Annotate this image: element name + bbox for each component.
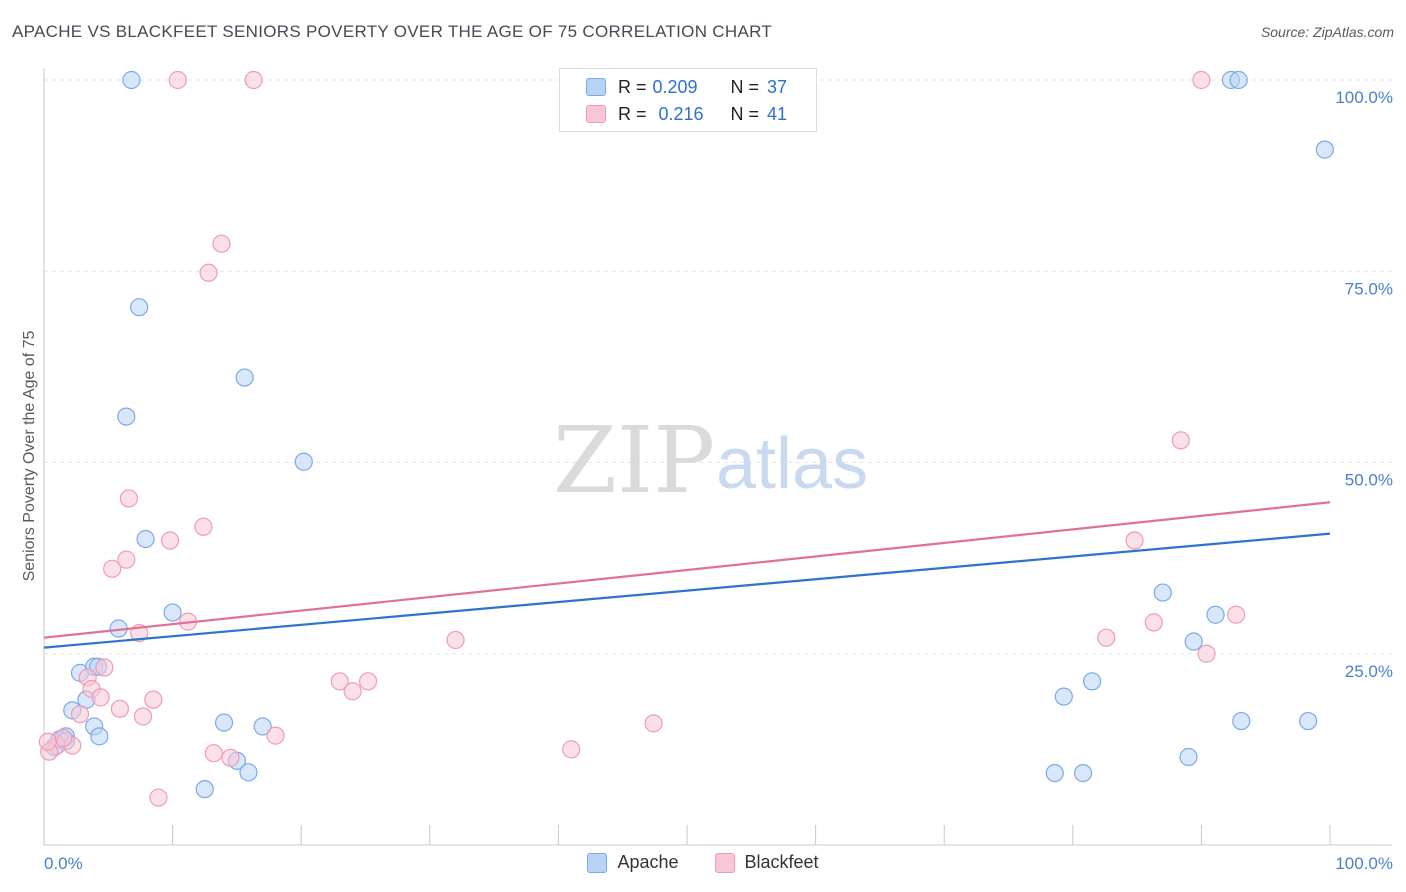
blackfeet-point (266, 726, 285, 745)
legend-label-blackfeet: Blackfeet (744, 852, 819, 872)
blackfeet-point (1192, 70, 1211, 90)
chart-title: APACHE VS BLACKFEET SENIORS POVERTY OVER… (12, 22, 773, 41)
points (38, 70, 1334, 807)
apache-point (195, 780, 214, 799)
r-label: R = (618, 103, 647, 124)
blackfeet-point (199, 263, 218, 282)
y-tick-label: 50.0% (1345, 471, 1393, 490)
r-value: 0.209 (652, 76, 698, 97)
apache-point (214, 713, 234, 732)
apache-point (1229, 70, 1248, 90)
stats-legend: R = 0.209 N = 37 R = 0.216 N = 41 (559, 68, 817, 132)
n-value: 37 (767, 76, 788, 97)
apache-point (1206, 605, 1225, 624)
apache-point (239, 763, 258, 782)
blackfeet-point (91, 688, 110, 707)
apache-point (1153, 583, 1172, 602)
x-tick-label: 0.0% (44, 854, 83, 873)
blackfeet-point (38, 732, 57, 751)
n-value: 41 (767, 103, 788, 124)
blackfeet-point (1171, 431, 1190, 450)
blackfeet-point (194, 517, 213, 536)
series-blackfeet (38, 70, 1246, 807)
r-value: 0.216 (658, 103, 704, 124)
blackfeet-point (221, 748, 240, 767)
apache-trend-line (43, 532, 1331, 649)
blackfeet-point (358, 672, 378, 691)
apache-point (117, 407, 136, 426)
blackfeet-point (117, 550, 136, 569)
trend-lines (43, 501, 1331, 649)
blackfeet-point (1097, 628, 1116, 647)
legend-row-apache: R = 0.209 N = 37 (586, 75, 787, 99)
x-tick-label: 100.0% (1335, 854, 1393, 873)
series-legend: Apache Blackfeet (0, 852, 1406, 873)
blackfeet-point (54, 728, 73, 748)
blackfeet-swatch (586, 105, 606, 123)
apache-point (136, 529, 155, 549)
blackfeet-point (1144, 613, 1163, 632)
apache-point (163, 603, 182, 622)
apache-point (1179, 747, 1198, 767)
blackfeet-point (133, 707, 153, 726)
apache-point (294, 452, 313, 471)
apache-point (1299, 711, 1318, 731)
n-label: N = (730, 76, 760, 97)
apache-point (1054, 687, 1073, 706)
legend-item-blackfeet: Blackfeet (714, 852, 819, 873)
blackfeet-point (1227, 605, 1246, 624)
blackfeet-point (343, 682, 362, 701)
blackfeet-point (446, 630, 465, 650)
blackfeet-point (110, 699, 129, 718)
chart-source: Source: ZipAtlas.com (1260, 24, 1394, 40)
apache-point (235, 368, 254, 387)
blackfeet-point (330, 672, 349, 691)
apache-point (1045, 763, 1064, 783)
blackfeet-point (204, 744, 223, 763)
legend-row-blackfeet: R = 0.216 N = 41 (586, 102, 787, 126)
blackfeet-point (212, 234, 231, 253)
y-tick-label: 100.0% (1335, 88, 1393, 107)
apache-point (1232, 711, 1251, 731)
apache-point (1082, 672, 1102, 691)
y-tick-label: 75.0% (1345, 279, 1393, 298)
apache-swatch (586, 78, 606, 96)
apache-point (130, 298, 149, 317)
blackfeet-point (103, 559, 122, 578)
apache-point (1184, 632, 1203, 651)
r-label: R = (618, 76, 647, 97)
apache-point (1315, 140, 1334, 159)
apache-point (1073, 763, 1093, 783)
watermark-atlas: atlas (716, 424, 868, 504)
blackfeet-point (168, 70, 187, 90)
watermark: ZIP atlas (553, 407, 868, 514)
y-axis-label: Seniors Poverty Over the Age of 75 (21, 331, 38, 582)
blackfeet-point (160, 531, 180, 550)
apache-swatch (587, 852, 608, 873)
blackfeet-point (70, 705, 90, 724)
blackfeet-swatch (714, 852, 735, 873)
blackfeet-point (144, 690, 163, 709)
gridlines (44, 79, 1392, 655)
blackfeet-point (562, 740, 581, 759)
apache-point (253, 717, 272, 736)
blackfeet-point (149, 788, 168, 807)
blackfeet-point (244, 70, 263, 90)
tick-labels: 25.0% 50.0% 75.0% 100.0% 0.0% 100.0% (44, 88, 1393, 873)
legend-item-apache: Apache (587, 852, 679, 873)
apache-point (90, 727, 109, 746)
n-label: N = (730, 103, 760, 124)
apache-point (122, 70, 141, 90)
blackfeet-trend-line (43, 501, 1331, 639)
y-tick-label: 25.0% (1345, 662, 1393, 681)
blackfeet-point (119, 489, 138, 508)
axes (43, 68, 1392, 846)
blackfeet-point (95, 658, 114, 677)
legend-label-apache: Apache (617, 852, 679, 872)
blackfeet-point (1197, 644, 1216, 663)
blackfeet-point (1125, 531, 1144, 550)
watermark-zip: ZIP (553, 407, 715, 514)
blackfeet-point (644, 714, 663, 733)
